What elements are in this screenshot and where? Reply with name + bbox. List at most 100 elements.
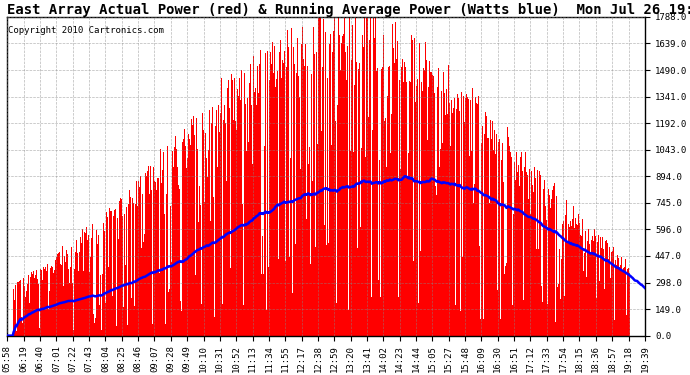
- Bar: [312, 23, 313, 336]
- Bar: [344, 14, 345, 336]
- Bar: [294, 64, 295, 336]
- Bar: [179, 133, 180, 336]
- Bar: [364, 228, 366, 336]
- Bar: [501, 124, 502, 336]
- Bar: [460, 311, 461, 336]
- Bar: [164, 214, 165, 336]
- Bar: [240, 100, 241, 336]
- Bar: [29, 281, 30, 336]
- Bar: [532, 184, 533, 336]
- Bar: [186, 160, 187, 336]
- Bar: [596, 298, 597, 336]
- Bar: [206, 158, 207, 336]
- Bar: [361, 55, 362, 336]
- Bar: [542, 321, 544, 336]
- Bar: [433, 76, 434, 336]
- Bar: [422, 91, 423, 336]
- Bar: [497, 277, 498, 336]
- Bar: [143, 242, 144, 336]
- Bar: [210, 119, 211, 336]
- Bar: [482, 126, 483, 336]
- Bar: [272, 42, 273, 336]
- Bar: [161, 298, 162, 336]
- Bar: [334, 12, 335, 336]
- Bar: [605, 241, 606, 336]
- Bar: [430, 72, 431, 336]
- Bar: [385, 118, 386, 336]
- Bar: [64, 256, 66, 336]
- Bar: [173, 167, 174, 336]
- Bar: [126, 207, 127, 336]
- Bar: [581, 222, 582, 336]
- Bar: [526, 172, 527, 336]
- Bar: [503, 182, 504, 336]
- Bar: [591, 234, 593, 336]
- Bar: [155, 182, 156, 336]
- Bar: [17, 282, 18, 336]
- Bar: [413, 304, 414, 336]
- Bar: [319, 3, 320, 336]
- Bar: [459, 110, 460, 336]
- Bar: [362, 35, 363, 336]
- Bar: [205, 133, 206, 336]
- Bar: [308, 305, 309, 336]
- Bar: [157, 178, 158, 336]
- Bar: [415, 102, 416, 336]
- Bar: [604, 289, 605, 336]
- Bar: [412, 40, 413, 336]
- Bar: [342, 36, 343, 336]
- Bar: [368, 117, 369, 336]
- Bar: [346, 35, 348, 336]
- Bar: [578, 214, 579, 336]
- Bar: [233, 120, 234, 336]
- Bar: [141, 248, 142, 336]
- Bar: [304, 66, 305, 336]
- Bar: [132, 198, 133, 336]
- Bar: [405, 67, 406, 336]
- Bar: [616, 265, 618, 336]
- Bar: [391, 114, 392, 336]
- Bar: [154, 182, 155, 336]
- Bar: [573, 228, 575, 336]
- Bar: [324, 225, 325, 336]
- Bar: [80, 237, 81, 336]
- Bar: [290, 28, 291, 336]
- Bar: [306, 219, 307, 336]
- Bar: [454, 98, 455, 336]
- Bar: [349, 18, 350, 336]
- Bar: [201, 304, 202, 336]
- Bar: [409, 81, 410, 336]
- Bar: [570, 220, 571, 336]
- Bar: [560, 204, 561, 336]
- Bar: [266, 284, 268, 336]
- Bar: [190, 145, 191, 336]
- Bar: [26, 291, 27, 336]
- Bar: [426, 60, 427, 336]
- Bar: [72, 283, 73, 336]
- Bar: [236, 130, 237, 336]
- Bar: [25, 297, 26, 336]
- Bar: [418, 303, 419, 336]
- Bar: [357, 129, 358, 336]
- Bar: [318, 1, 319, 336]
- Bar: [408, 153, 409, 336]
- Bar: [235, 75, 236, 336]
- Bar: [215, 126, 216, 336]
- Bar: [159, 273, 160, 336]
- Bar: [149, 194, 150, 336]
- Bar: [219, 132, 220, 336]
- Bar: [557, 204, 558, 336]
- Bar: [358, 69, 359, 336]
- Bar: [366, 16, 367, 336]
- Bar: [590, 253, 591, 336]
- Bar: [24, 286, 25, 336]
- Bar: [39, 278, 41, 336]
- Bar: [187, 158, 188, 336]
- Bar: [52, 267, 53, 336]
- Bar: [297, 76, 299, 336]
- Bar: [600, 237, 601, 336]
- Bar: [523, 300, 524, 336]
- Bar: [382, 68, 383, 336]
- Bar: [589, 244, 590, 336]
- Bar: [321, 131, 322, 336]
